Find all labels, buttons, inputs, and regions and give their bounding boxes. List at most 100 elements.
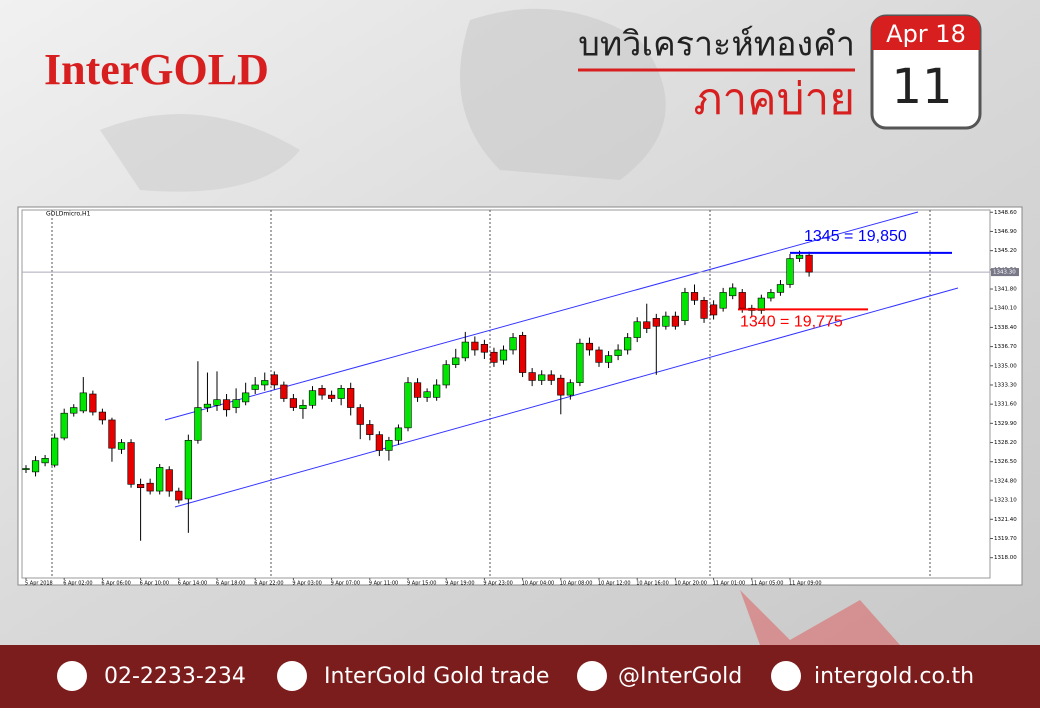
candle-body bbox=[175, 490, 183, 501]
title: บทวิเคราะห์ทองคำ bbox=[578, 25, 855, 65]
x-tick-label: 11 Apr 01:00 bbox=[713, 581, 746, 587]
x-tick-label: 9 Apr 11:00 bbox=[369, 581, 398, 587]
candle-body bbox=[547, 374, 555, 381]
candle-body bbox=[633, 321, 641, 338]
candle-body bbox=[423, 391, 431, 398]
candle-body bbox=[805, 254, 813, 273]
y-tick-label: 1319.70 bbox=[994, 536, 1017, 542]
candle-body bbox=[261, 380, 269, 386]
candle-body bbox=[700, 300, 708, 319]
candle-body bbox=[767, 292, 775, 299]
candle-body bbox=[538, 374, 546, 381]
y-tick-label: 1321.40 bbox=[994, 517, 1017, 523]
calendar-day: 11 bbox=[891, 59, 952, 115]
day-separators bbox=[51, 210, 931, 578]
candle-body bbox=[289, 398, 298, 408]
x-tick-label: 6 Apr 06:00 bbox=[101, 581, 130, 587]
plot-border bbox=[21, 209, 991, 579]
candle-body bbox=[327, 394, 336, 399]
y-tick-label: 1346.90 bbox=[994, 229, 1017, 235]
y-tick-label: 1345.20 bbox=[994, 248, 1017, 254]
candle-body bbox=[433, 384, 441, 398]
y-tick-label: 1348.60 bbox=[994, 210, 1017, 216]
candle-body bbox=[127, 442, 135, 485]
candle-body bbox=[719, 292, 727, 309]
candle-body bbox=[213, 399, 221, 406]
candle-body bbox=[222, 399, 231, 411]
facebook-icon bbox=[277, 661, 307, 691]
y-tick-label: 1333.30 bbox=[994, 382, 1017, 388]
candle-body bbox=[60, 412, 68, 439]
candle-body bbox=[518, 335, 527, 373]
calendar-top bbox=[872, 16, 980, 50]
candle-body bbox=[242, 392, 250, 403]
footer-band bbox=[0, 645, 1040, 708]
x-tick-label: 6 Apr 10:00 bbox=[140, 581, 169, 587]
candle-body bbox=[184, 439, 192, 500]
level-label: 1340 = 19,775 bbox=[740, 314, 843, 331]
candle-body bbox=[137, 484, 145, 488]
arrow-decor bbox=[740, 590, 900, 645]
x-tick-label: 11 Apr 05:00 bbox=[751, 581, 784, 587]
candle-body bbox=[614, 349, 622, 356]
phone-icon bbox=[57, 661, 87, 691]
candle-body bbox=[690, 292, 699, 301]
candle-body bbox=[776, 284, 785, 293]
candle-body bbox=[509, 337, 517, 351]
candle-body bbox=[31, 460, 40, 473]
channel-lower bbox=[174, 287, 959, 508]
candle-body bbox=[662, 315, 670, 327]
y-tick-label: 1328.20 bbox=[994, 440, 1017, 446]
candle-body bbox=[79, 392, 87, 412]
x-tick-label: 10 Apr 12:00 bbox=[598, 581, 631, 587]
y-tick-label: 1318.00 bbox=[994, 555, 1017, 561]
candle-body bbox=[795, 254, 804, 259]
candle-body bbox=[480, 344, 489, 353]
candle-body bbox=[452, 357, 460, 365]
candle-body bbox=[337, 388, 345, 399]
x-tick-label: 10 Apr 08:00 bbox=[560, 581, 593, 587]
y-tick-label: 1331.60 bbox=[994, 402, 1017, 408]
candle-body bbox=[375, 434, 383, 451]
y-tick-label: 1340.10 bbox=[994, 306, 1017, 312]
website: intergold.co.th bbox=[814, 664, 974, 689]
candle-body bbox=[117, 442, 126, 450]
candle-body bbox=[280, 384, 288, 399]
x-tick-label: 9 Apr 07:00 bbox=[331, 581, 360, 587]
candle-body bbox=[413, 382, 422, 398]
candle-body bbox=[566, 382, 574, 396]
candle-body bbox=[70, 407, 78, 414]
candle-body bbox=[557, 377, 565, 396]
level-label: 1345 = 19,850 bbox=[804, 228, 907, 245]
x-tick-label: 6 Apr 02:00 bbox=[63, 581, 92, 587]
candle-body bbox=[22, 468, 30, 470]
candle-body bbox=[366, 424, 374, 435]
candle-body bbox=[471, 341, 479, 351]
candle-body bbox=[203, 403, 212, 408]
candle-body bbox=[394, 427, 403, 441]
candle-body bbox=[270, 374, 278, 386]
y-tick-label: 1326.50 bbox=[994, 459, 1017, 465]
candle-body bbox=[585, 342, 594, 351]
candle-body bbox=[709, 304, 718, 316]
y-tick-label: 1341.80 bbox=[994, 287, 1017, 293]
candle-body bbox=[385, 439, 393, 451]
candle-body bbox=[318, 388, 326, 396]
x-tick-label: 9 Apr 19:00 bbox=[445, 581, 474, 587]
y-tick-label: 1329.90 bbox=[994, 421, 1017, 427]
candle-body bbox=[652, 318, 660, 327]
candle-body bbox=[595, 349, 603, 363]
facebook: InterGold Gold trade bbox=[324, 664, 549, 689]
y-tick-label: 1335.00 bbox=[994, 363, 1017, 369]
x-tick-label: 10 Apr 16:00 bbox=[636, 581, 669, 587]
y-tick-label: 1336.70 bbox=[994, 344, 1017, 350]
web-icon bbox=[771, 661, 801, 691]
map-shape bbox=[100, 114, 300, 192]
x-tick-label: 11 Apr 09:00 bbox=[789, 581, 822, 587]
subtitle: ภาคบ่าย bbox=[693, 74, 855, 125]
candle-body bbox=[165, 469, 173, 492]
candle-body bbox=[442, 364, 450, 386]
candle-body bbox=[89, 393, 97, 413]
